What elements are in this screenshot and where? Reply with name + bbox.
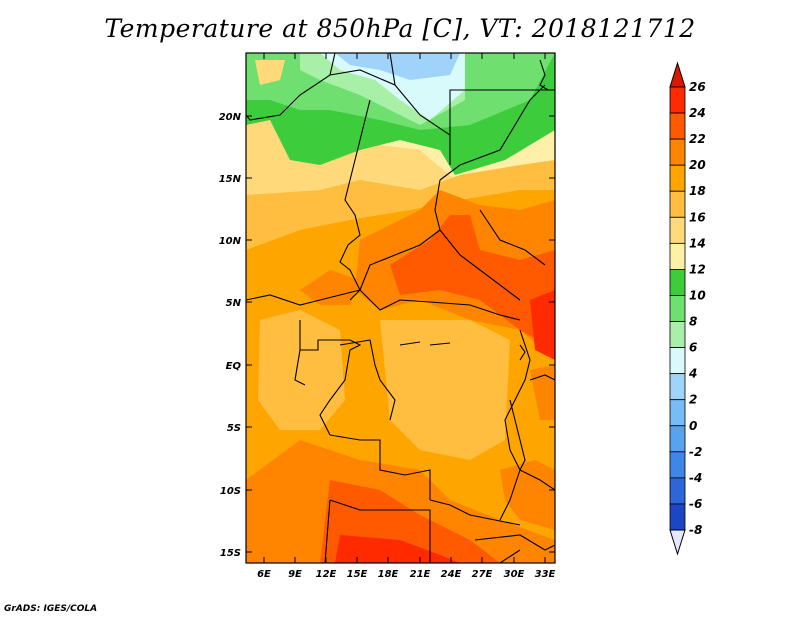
colorbar-segment <box>669 190 686 218</box>
colorbar-segment <box>669 347 686 375</box>
colorbar-label: -8 <box>689 523 702 537</box>
lon-tick-label: 9E <box>288 569 302 580</box>
colorbar-segment <box>669 242 686 270</box>
temperature-field <box>246 53 555 563</box>
colorbar-label: 6 <box>689 341 697 355</box>
country-borders <box>246 53 555 563</box>
colorbar-label: 22 <box>689 132 706 146</box>
colorbar-segment <box>669 503 686 531</box>
colorbar-label: 4 <box>688 367 697 381</box>
colorbar-overflow-high <box>669 61 686 88</box>
colorbar-segment <box>669 295 686 322</box>
colorbar-label: 2 <box>689 393 697 407</box>
colorbar-segment <box>669 477 686 505</box>
lat-tick-label: 15S <box>220 548 241 559</box>
colorbar-label: -4 <box>689 471 702 485</box>
colorbar-segment <box>669 269 686 296</box>
colorbar-label: -6 <box>689 497 702 511</box>
colorbar-segment <box>669 216 686 244</box>
lon-tick-label: 12E <box>316 569 337 580</box>
colorbar-segment <box>669 399 686 427</box>
colorbar-label: 8 <box>689 315 697 329</box>
colorbar-label: 26 <box>689 80 706 94</box>
colorbar-segment <box>669 112 686 140</box>
lon-tick-label: 15E <box>347 569 368 580</box>
plot-frame <box>245 52 556 564</box>
colorbar-segment <box>669 86 686 114</box>
colorbar-segment <box>669 451 686 479</box>
lat-tick-label: 20N <box>219 112 242 123</box>
colorbar-segment <box>669 425 686 453</box>
grads-credit: GrADS: IGES/COLA <box>4 604 98 614</box>
lon-tick-label: 27E <box>472 569 493 580</box>
colorbar-overflow-low <box>669 529 686 556</box>
colorbar-label: 14 <box>689 236 706 250</box>
lon-tick-label: 33E <box>535 569 556 580</box>
lon-tick-label: 21E <box>410 569 431 580</box>
colorbar-segment <box>669 138 686 166</box>
lat-tick-label: 10N <box>219 236 242 247</box>
latitude-axis: 20N 15N 10N 5N EQ 5S 10S 15S <box>219 112 555 559</box>
longitude-axis: 6E 9E 12E 15E 18E 21E 24E 27E 30E 33E <box>257 53 556 580</box>
lat-tick-label: 15N <box>219 174 242 185</box>
colorbar-label: 10 <box>689 288 706 302</box>
lat-tick-label: EQ <box>226 361 242 372</box>
colorbar-segment <box>669 373 686 401</box>
colorbar-label: 24 <box>689 106 706 120</box>
colorbar-segment <box>669 164 686 192</box>
colorbar-label: 12 <box>689 262 706 276</box>
lon-tick-label: 24E <box>441 569 462 580</box>
lat-tick-label: 5S <box>227 423 241 434</box>
lat-tick-label: 10S <box>220 486 241 497</box>
map-title: Temperature at 850hPa [C], VT: 201812171… <box>104 14 696 43</box>
colorbar-label: 16 <box>689 210 706 224</box>
lon-tick-label: 30E <box>504 569 525 580</box>
colorbar-segment <box>669 321 686 348</box>
colorbar-label: -2 <box>689 445 702 459</box>
colorbar-label: 18 <box>689 184 706 198</box>
lon-tick-label: 6E <box>257 569 271 580</box>
colorbar-label: 20 <box>689 158 706 172</box>
lat-tick-label: 5N <box>226 298 242 309</box>
colorbar-label: 0 <box>689 419 697 433</box>
lon-tick-label: 18E <box>378 569 399 580</box>
